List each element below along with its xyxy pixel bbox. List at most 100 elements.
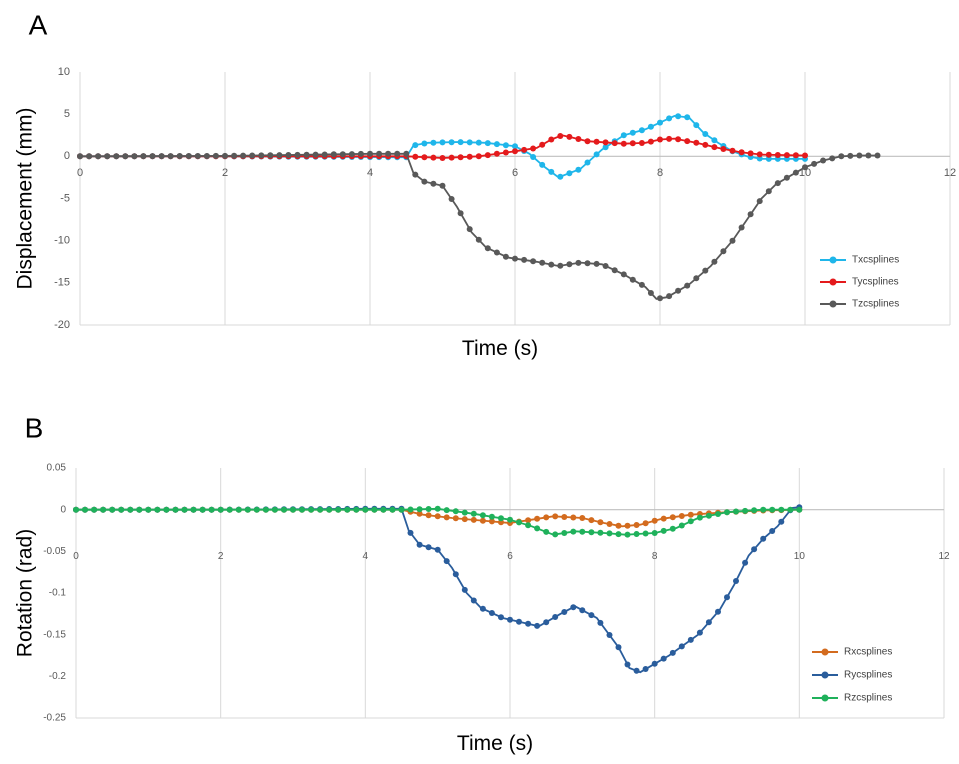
data-point [702,267,709,274]
y-tick-label: -20 [54,319,70,331]
data-point [606,632,613,638]
data-point [684,114,691,121]
data-point [448,154,455,161]
data-point [95,153,102,160]
data-point [412,153,419,160]
x-tick-label: 6 [512,167,518,179]
y-tick-label: -0.15 [43,629,66,640]
data-point [751,507,758,514]
data-point [281,506,287,513]
data-point [493,141,500,148]
data-point [231,152,238,159]
data-point [430,154,437,161]
data-point [570,604,577,611]
x-tick-label: 6 [507,551,513,562]
data-point [597,619,604,626]
data-point [131,153,138,160]
data-point [530,145,537,152]
data-point [638,140,645,146]
legend-swatch-marker [829,300,837,308]
data-point [651,660,658,667]
data-point [443,507,450,514]
x-axis-title: Time (s) [457,732,533,755]
data-point [425,506,432,512]
data-point [742,559,749,566]
data-point [412,171,419,178]
data-point [820,157,827,164]
data-point [765,188,772,195]
data-point [276,152,283,159]
legend-swatch-marker [829,278,837,286]
data-point [552,513,559,520]
chart-panel-b: B 0.05 0 -0.05 -0.1 -0.15 -0.2 -0.25 0 2 4 6 8 10 12 Ro… [14,412,950,755]
data-point [439,139,446,146]
data-point [73,506,79,513]
data-point [579,607,586,614]
data-point [729,237,736,244]
series-txcsplines [77,113,808,180]
data-point [669,514,676,521]
data-point [620,140,627,147]
data-point [294,151,301,158]
data-point [566,133,573,140]
data-point [357,150,364,157]
data-point [407,529,414,536]
data-point [624,522,631,529]
data-point [666,293,673,300]
data-point [249,152,256,159]
y-axis-title: Displacement (mm) [14,107,37,289]
data-point [502,149,509,156]
data-point [769,506,776,513]
data-point [212,152,219,159]
data-point [724,594,730,601]
data-point [696,514,703,521]
data-point [715,608,721,615]
data-point [756,155,763,162]
legend-swatch-marker [821,648,829,656]
data-point [557,262,564,269]
y-tick-label: 0 [60,504,66,515]
data-point [466,226,473,233]
data-point [534,515,541,522]
data-point [267,152,274,159]
data-point [588,517,595,524]
data-point [516,618,522,625]
data-point [615,531,622,538]
data-point [371,506,378,513]
data-point [624,661,631,668]
data-point [724,509,730,516]
data-point [416,541,423,548]
data-point [657,295,663,302]
data-point [448,139,455,146]
data-point [584,159,591,166]
data-point [488,610,495,616]
data-point [493,150,500,157]
data-point [620,132,627,139]
x-tick-label: 12 [944,167,956,179]
data-point [118,506,125,513]
data-point [194,153,201,159]
data-point [669,525,676,532]
data-point [675,136,682,143]
data-point [470,516,477,523]
data-point [385,150,392,157]
data-point [557,133,564,139]
data-point [651,517,658,524]
data-point [163,506,170,513]
data-point [525,517,532,524]
data-point [705,619,712,626]
data-point [109,506,116,513]
data-point [240,152,247,159]
data-point [733,578,739,584]
x-tick-label: 10 [794,551,806,562]
y-tick-label: -0.1 [49,588,67,599]
data-point [430,139,437,146]
legend-swatch-marker [821,694,829,702]
data-point [525,522,532,529]
data-point [172,506,179,513]
data-point [765,151,772,158]
data-point [534,525,541,532]
data-point [100,506,107,513]
data-point [669,649,676,656]
data-point [448,196,455,202]
